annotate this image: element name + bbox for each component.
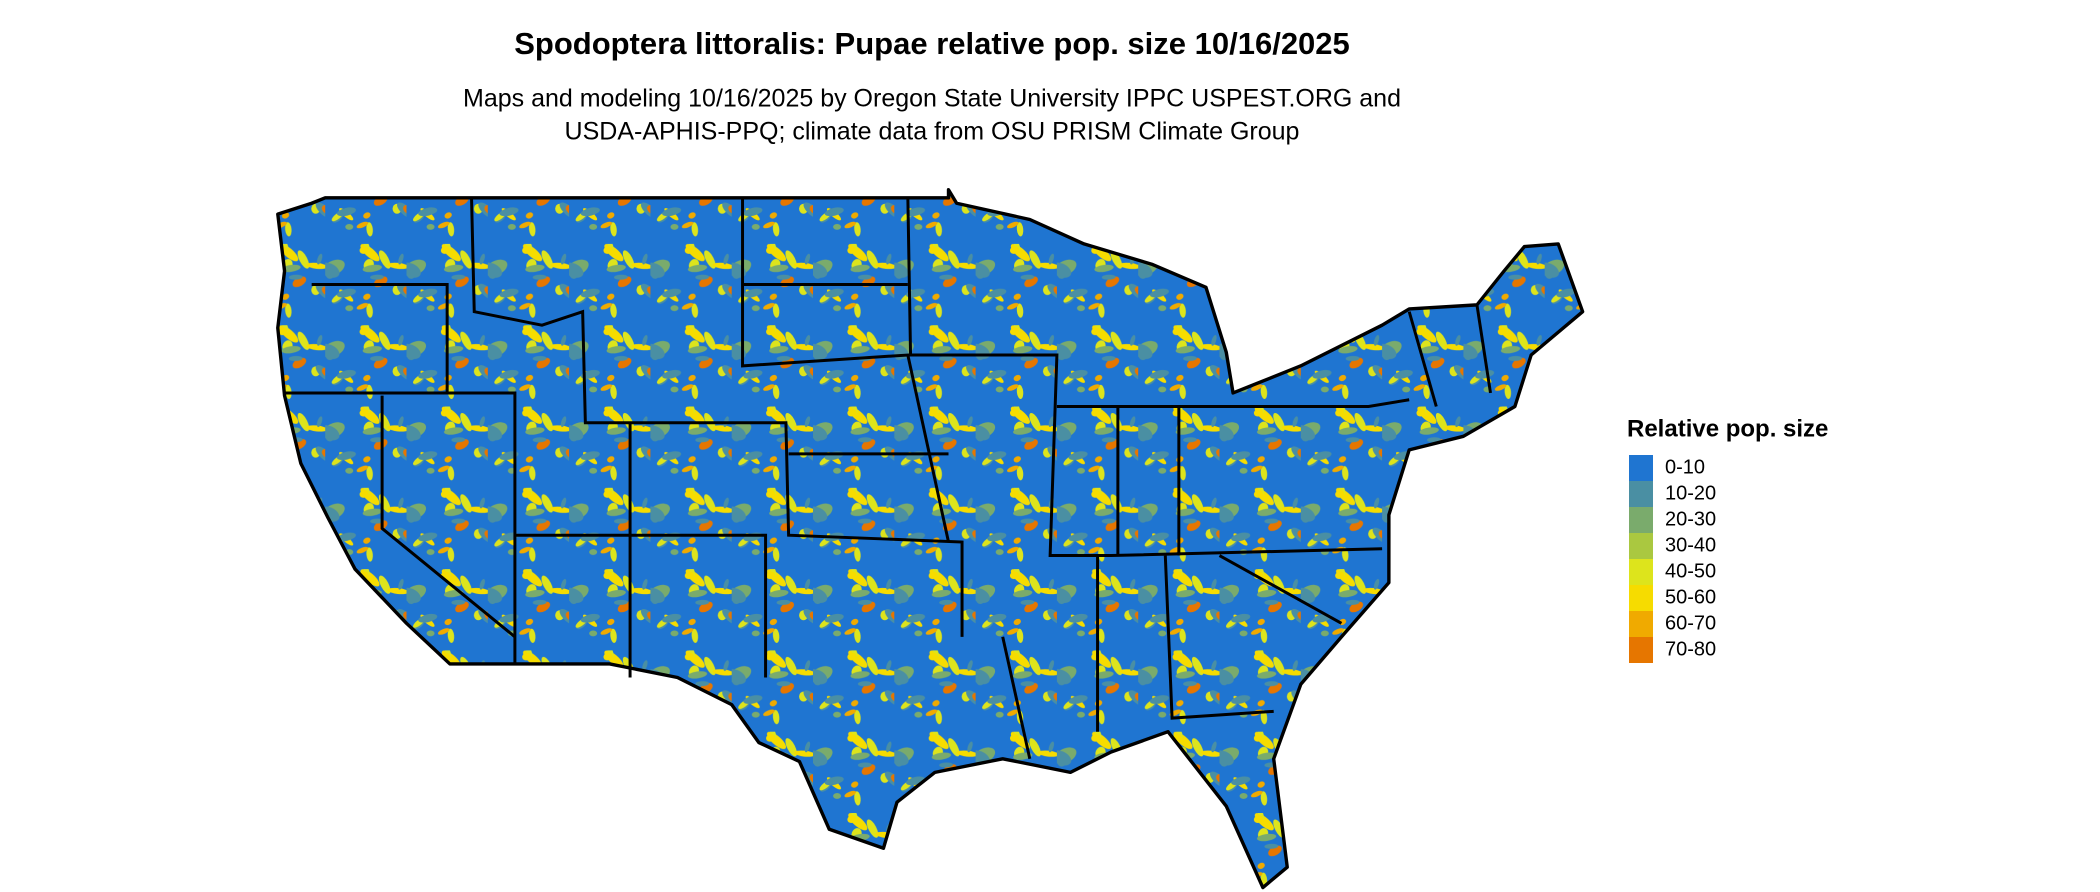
- legend-swatch: [1629, 481, 1653, 507]
- legend-label: 70-80: [1665, 638, 1716, 660]
- state-borders: [284, 197, 1492, 760]
- map: [276, 188, 1585, 890]
- legend-title: Relative pop. size: [1627, 415, 1828, 442]
- legend-swatch: [1629, 637, 1653, 663]
- legend-label: 30-40: [1665, 534, 1716, 556]
- map-subtitle: USDA-APHIS-PPQ; climate data from OSU PR…: [565, 118, 1300, 146]
- legend-swatch: [1629, 559, 1653, 585]
- legend-swatch: [1629, 585, 1653, 611]
- legend-label: 10-20: [1665, 482, 1716, 504]
- legend: 0-10 10-20 20-30 30-40 40-50 50-60 60-70 70-80: [1629, 455, 1716, 663]
- map-subtitle: Maps and modeling 10/16/2025 by Oregon S…: [463, 85, 1401, 113]
- legend-swatch: [1629, 533, 1653, 559]
- legend-label: 40-50: [1665, 560, 1716, 582]
- legend-label: 50-60: [1665, 586, 1716, 608]
- legend-swatch: [1629, 611, 1653, 637]
- legend-label: 0-10: [1665, 456, 1705, 478]
- legend-swatch: [1629, 507, 1653, 533]
- legend-label: 20-30: [1665, 508, 1716, 530]
- map-title: Spodoptera littoralis: Pupae relative po…: [514, 26, 1350, 61]
- legend-swatch: [1629, 455, 1653, 481]
- legend-label: 60-70: [1665, 612, 1716, 634]
